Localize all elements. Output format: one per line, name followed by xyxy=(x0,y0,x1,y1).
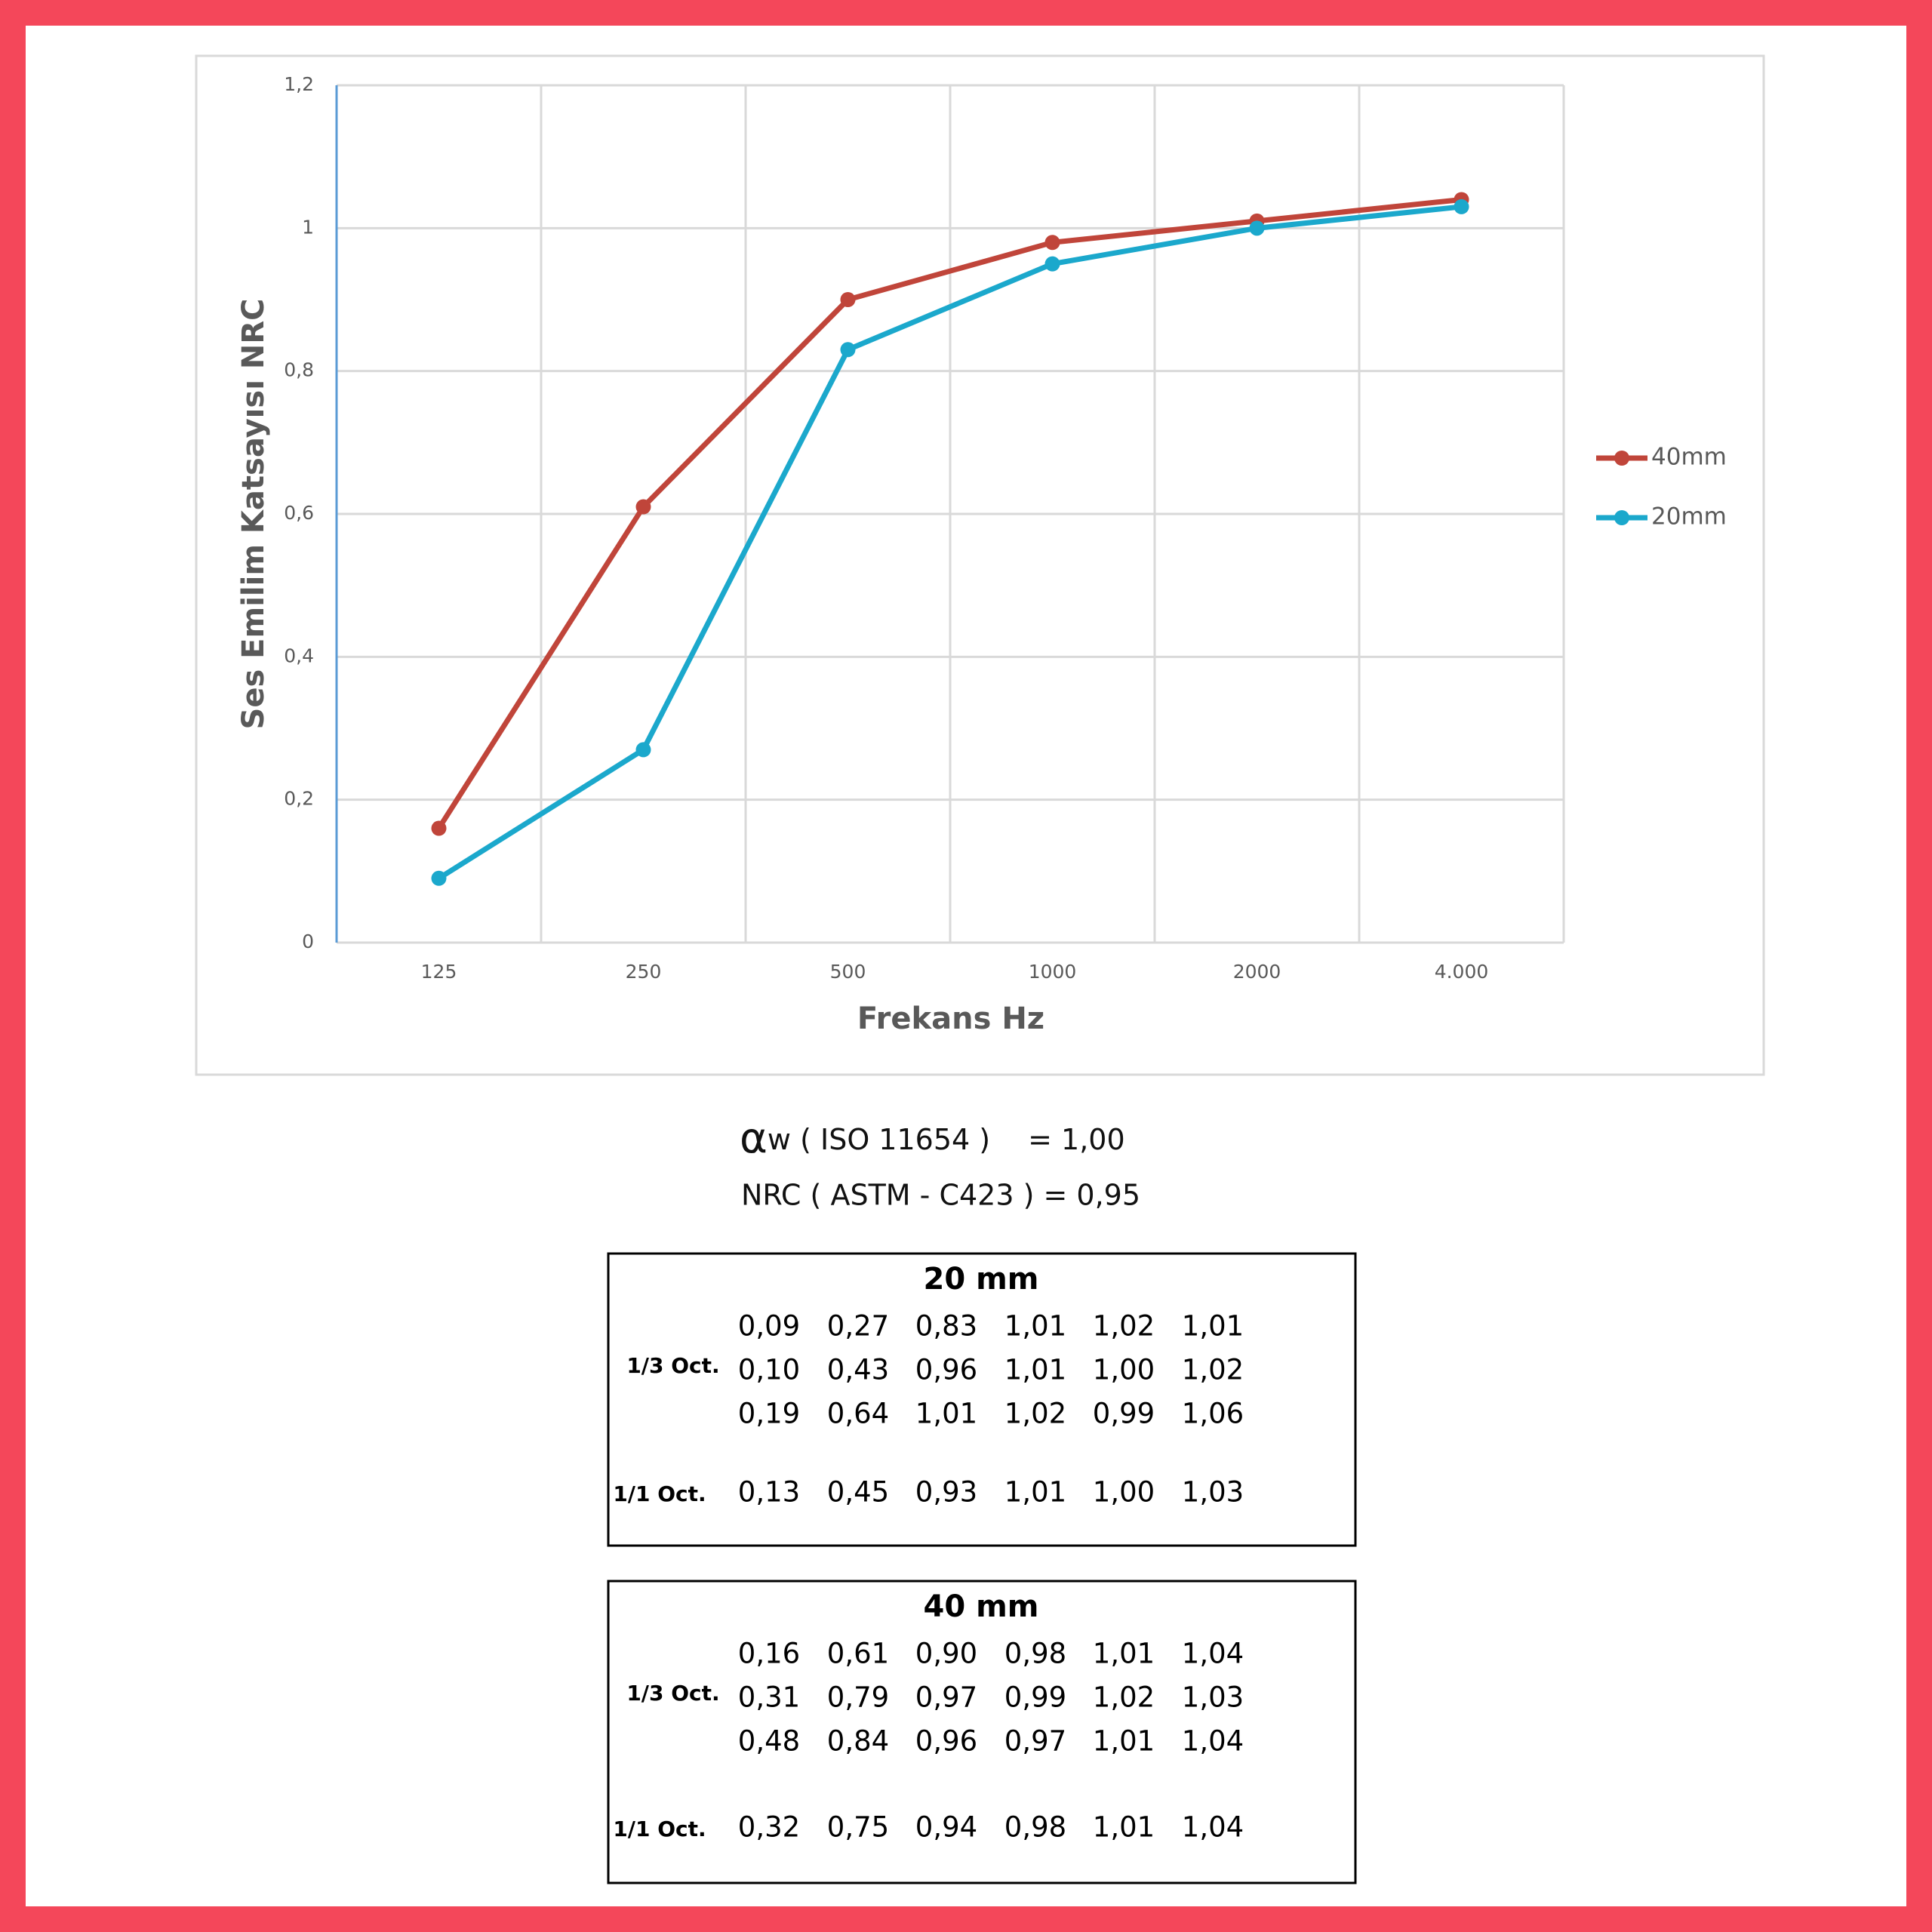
table-value: 0,97 xyxy=(915,1681,977,1714)
table-value: 0,98 xyxy=(1004,1638,1066,1670)
point xyxy=(635,499,651,515)
table-value: 1,04 xyxy=(1182,1811,1244,1844)
point xyxy=(431,870,447,886)
x-tick-label: 500 xyxy=(830,961,866,983)
x-tick-label: 1000 xyxy=(1029,961,1077,983)
legend-marker xyxy=(1614,510,1629,525)
alpha-line: αw ( ISO 11654 ) = 1,00 xyxy=(740,1114,1125,1163)
row-label: 1/3 Oct. xyxy=(626,1353,719,1378)
chart-frame xyxy=(195,54,1765,1076)
table-value: 1,04 xyxy=(1182,1725,1244,1758)
y-tick-label: 1 xyxy=(302,216,314,238)
table-value: 0,90 xyxy=(915,1638,977,1670)
nrc-line: NRC ( ASTM - C423 ) = 0,95 xyxy=(741,1179,1140,1212)
y-tick-label: 0,6 xyxy=(284,502,314,524)
table-value: 1,01 xyxy=(1004,1476,1066,1509)
y-tick-label: 0,4 xyxy=(284,645,314,666)
table-value: 1,01 xyxy=(1093,1638,1155,1670)
point xyxy=(1249,220,1265,236)
alpha-text: w ( ISO 11654 ) xyxy=(768,1123,990,1156)
y-tick-label: 1,2 xyxy=(284,73,314,95)
alpha-symbol: α xyxy=(740,1114,768,1163)
table-value: 1,06 xyxy=(1182,1398,1244,1430)
table-value: 1,03 xyxy=(1182,1476,1244,1509)
row-label: 1/1 Oct. xyxy=(613,1817,706,1841)
table-value: 0,48 xyxy=(738,1725,800,1758)
point xyxy=(1044,256,1060,272)
table-value: 0,32 xyxy=(738,1811,800,1844)
table-value: 0,99 xyxy=(1004,1681,1066,1714)
x-tick-label: 125 xyxy=(421,961,457,983)
y-tick-label: 0,8 xyxy=(284,359,314,381)
table-value: 1,04 xyxy=(1182,1638,1244,1670)
y-tick-label: 0,2 xyxy=(284,788,314,810)
table-title: 20 mm xyxy=(924,1262,1039,1297)
x-tick-label: 2000 xyxy=(1233,961,1281,983)
table-value: 0,96 xyxy=(915,1354,977,1386)
table-value: 0,45 xyxy=(827,1476,889,1509)
x-axis-title: Frekans Hz xyxy=(857,1001,1044,1036)
point xyxy=(840,292,856,307)
table-value: 0,27 xyxy=(827,1310,889,1343)
table-value: 0,61 xyxy=(827,1638,889,1670)
table-value: 1,02 xyxy=(1093,1310,1155,1343)
point xyxy=(635,742,651,758)
table-value: 0,96 xyxy=(915,1725,977,1758)
table-value: 0,64 xyxy=(827,1398,889,1430)
table-value: 1,03 xyxy=(1182,1681,1244,1714)
x-tick-label: 250 xyxy=(626,961,662,983)
table-value: 1,01 xyxy=(915,1398,977,1430)
table-value: 0,09 xyxy=(738,1310,800,1343)
table-value: 1,01 xyxy=(1182,1310,1244,1343)
x-tick-label: 4.000 xyxy=(1435,961,1489,983)
table-frame xyxy=(607,1580,1357,1884)
table-value: 0,94 xyxy=(915,1811,977,1844)
legend-label: 20mm xyxy=(1651,503,1727,531)
table-value: 0,31 xyxy=(738,1681,800,1714)
y-tick-label: 0 xyxy=(302,931,314,952)
table-value: 1,01 xyxy=(1004,1354,1066,1386)
table-value: 1,02 xyxy=(1004,1398,1066,1430)
y-axis-title: Ses Emilim Katsayısı NRC xyxy=(236,299,271,730)
table-value: 0,98 xyxy=(1004,1811,1066,1844)
table-value: 0,83 xyxy=(915,1310,977,1343)
table-value: 1,02 xyxy=(1093,1681,1155,1714)
table-value: 0,16 xyxy=(738,1638,800,1670)
table-value: 0,79 xyxy=(827,1681,889,1714)
legend-label: 40mm xyxy=(1651,444,1727,471)
row-label: 1/3 Oct. xyxy=(626,1681,719,1706)
table-value: 0,97 xyxy=(1004,1725,1066,1758)
table-value: 0,10 xyxy=(738,1354,800,1386)
table-value: 1,01 xyxy=(1093,1811,1155,1844)
point xyxy=(431,820,447,836)
table-value: 0,19 xyxy=(738,1398,800,1430)
table-value: 1,00 xyxy=(1093,1354,1155,1386)
row-label: 1/1 Oct. xyxy=(613,1481,706,1506)
table-value: 1,02 xyxy=(1182,1354,1244,1386)
alpha-value: = 1,00 xyxy=(1028,1123,1125,1156)
point xyxy=(1044,235,1060,251)
table-value: 1,01 xyxy=(1093,1725,1155,1758)
table-value: 0,93 xyxy=(915,1476,977,1509)
legend-marker xyxy=(1614,451,1629,466)
table-value: 0,84 xyxy=(827,1725,889,1758)
table-value: 0,43 xyxy=(827,1354,889,1386)
table-frame xyxy=(607,1252,1357,1547)
series-line xyxy=(436,196,1462,830)
table-value: 0,13 xyxy=(738,1476,800,1509)
table-value: 0,99 xyxy=(1093,1398,1155,1430)
table-value: 0,75 xyxy=(827,1811,889,1844)
table-value: 1,00 xyxy=(1093,1476,1155,1509)
point xyxy=(840,342,856,358)
table-value: 1,01 xyxy=(1004,1310,1066,1343)
series-line xyxy=(437,204,1462,881)
point xyxy=(1454,198,1469,214)
table-title: 40 mm xyxy=(924,1589,1039,1624)
